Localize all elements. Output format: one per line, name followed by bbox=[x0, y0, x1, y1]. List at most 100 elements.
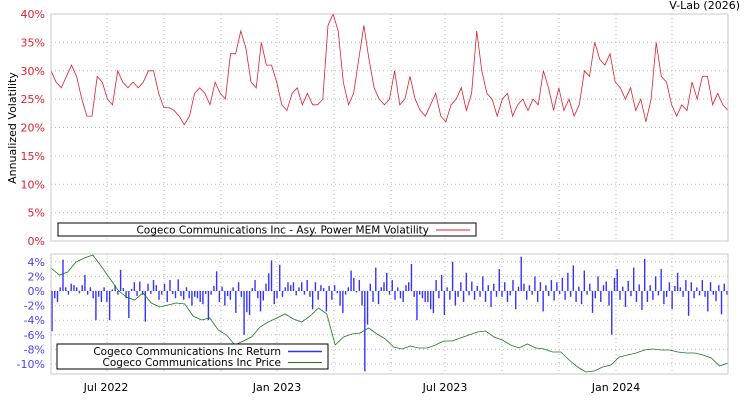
return-bar bbox=[133, 282, 136, 291]
legend-label-volatility: Cogeco Communications Inc - Asy. Power M… bbox=[136, 225, 429, 237]
return-bar bbox=[229, 291, 232, 300]
return-bar bbox=[638, 284, 640, 291]
return-bar bbox=[106, 291, 108, 302]
return-bar bbox=[314, 282, 317, 291]
return-bar bbox=[97, 291, 100, 297]
return-bar bbox=[75, 287, 78, 291]
return-bar bbox=[306, 280, 308, 291]
return-bar bbox=[435, 280, 437, 291]
return-bar bbox=[679, 287, 682, 291]
return-bar bbox=[427, 291, 429, 302]
return-bar bbox=[432, 291, 435, 313]
return-bar bbox=[237, 282, 240, 291]
return-bar bbox=[539, 282, 542, 291]
return-bar bbox=[586, 291, 588, 295]
return-bar bbox=[646, 291, 649, 302]
return-bar bbox=[152, 280, 155, 291]
return-bar bbox=[213, 285, 215, 291]
return-bar bbox=[342, 291, 344, 313]
return-bar bbox=[144, 291, 146, 322]
return-bar bbox=[383, 282, 385, 291]
y-tick-label: 10% bbox=[21, 178, 45, 191]
bottom-legend: Cogeco Communications Inc Return Cogeco … bbox=[56, 343, 329, 370]
return-bar bbox=[290, 285, 292, 291]
return-bar bbox=[528, 285, 531, 291]
return-bar bbox=[287, 282, 289, 291]
return-bar bbox=[232, 287, 234, 291]
return-bar bbox=[136, 291, 138, 297]
y-tick-label-return: 4% bbox=[28, 256, 45, 269]
return-bar bbox=[416, 291, 418, 321]
return-bar bbox=[652, 291, 654, 300]
return-bar bbox=[325, 291, 328, 312]
return-bar bbox=[660, 269, 662, 291]
return-bar bbox=[578, 286, 580, 291]
return-bar bbox=[339, 291, 341, 306]
top-plot-frame bbox=[50, 13, 729, 242]
return-bar bbox=[418, 291, 421, 295]
return-bar bbox=[311, 291, 314, 310]
return-bar bbox=[515, 291, 517, 310]
x-tick-label: Jan 2024 bbox=[591, 381, 640, 394]
return-bar bbox=[506, 291, 509, 302]
return-bar bbox=[303, 291, 306, 295]
return-bar bbox=[534, 276, 536, 291]
return-bar bbox=[240, 291, 243, 297]
y-tick-label: 0% bbox=[28, 235, 45, 248]
y-tick-label-return: -2% bbox=[24, 300, 45, 313]
return-bar bbox=[207, 291, 210, 321]
return-bar bbox=[366, 291, 369, 325]
return-bar bbox=[188, 291, 190, 299]
return-bar bbox=[624, 291, 627, 308]
return-bar bbox=[622, 286, 624, 291]
volatility-series-line bbox=[50, 12, 729, 126]
return-bar bbox=[413, 291, 415, 297]
return-bar bbox=[479, 291, 481, 297]
x-tick-label: Jul 2023 bbox=[422, 381, 468, 394]
return-bar bbox=[199, 291, 201, 302]
return-bar bbox=[202, 291, 204, 305]
y-tick-label-return: -4% bbox=[24, 314, 45, 327]
return-bar bbox=[693, 291, 695, 299]
return-bar bbox=[292, 282, 295, 291]
return-bar bbox=[649, 285, 651, 291]
return-bar bbox=[259, 291, 262, 312]
return-bar bbox=[490, 291, 492, 308]
return-bar bbox=[386, 272, 388, 291]
return-bar bbox=[336, 291, 339, 294]
return-bar bbox=[723, 283, 725, 291]
return-bar bbox=[525, 291, 528, 300]
return-bar bbox=[665, 291, 668, 297]
return-bar bbox=[169, 280, 171, 291]
return-bar bbox=[457, 291, 459, 297]
return-bar bbox=[273, 291, 275, 305]
return-bar bbox=[380, 287, 382, 291]
return-bar bbox=[355, 291, 358, 293]
return-bar bbox=[611, 291, 613, 335]
return-bar bbox=[465, 272, 468, 291]
return-bar bbox=[84, 274, 86, 291]
return-bar bbox=[235, 291, 237, 313]
return-bar bbox=[704, 291, 706, 297]
return-bar bbox=[654, 276, 657, 291]
return-bar bbox=[663, 291, 665, 305]
return-bar bbox=[635, 291, 638, 302]
return-bar bbox=[119, 269, 122, 291]
return-bar bbox=[476, 285, 479, 291]
return-bar bbox=[122, 288, 125, 291]
return-bar bbox=[462, 291, 465, 302]
return-bar bbox=[300, 282, 303, 291]
return-bar bbox=[421, 291, 424, 299]
x-tick-label: Jan 2023 bbox=[252, 381, 301, 394]
return-bar bbox=[402, 291, 404, 302]
return-bar bbox=[394, 291, 396, 300]
return-bar bbox=[333, 285, 336, 291]
return-bar bbox=[545, 285, 547, 291]
return-bar bbox=[251, 288, 254, 291]
y-tick-label-return: 2% bbox=[28, 270, 45, 283]
return-bar bbox=[347, 287, 350, 291]
return-bar bbox=[531, 291, 533, 295]
return-bar bbox=[350, 270, 352, 291]
return-bar bbox=[405, 285, 407, 291]
